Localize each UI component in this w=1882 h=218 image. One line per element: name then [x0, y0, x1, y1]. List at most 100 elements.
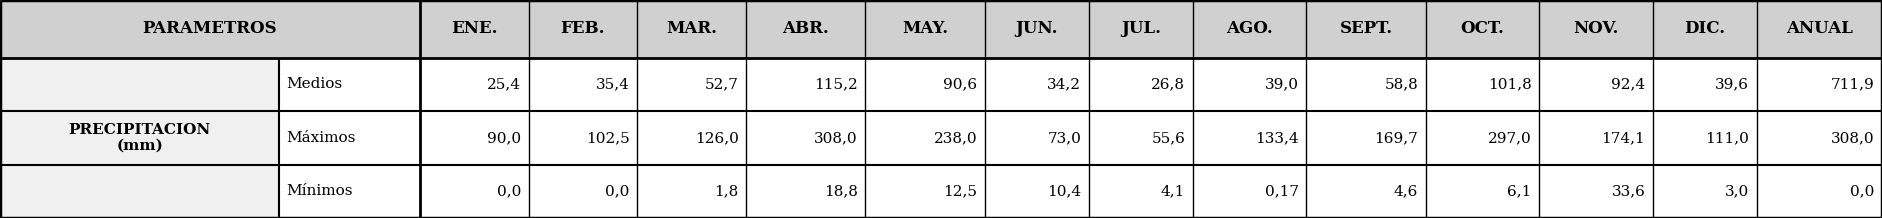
Bar	[279, 58, 420, 111]
Text: 90,6: 90,6	[943, 77, 977, 92]
Bar	[529, 58, 638, 111]
Text: 126,0: 126,0	[694, 131, 738, 145]
Bar	[1652, 165, 1758, 218]
Text: 52,7: 52,7	[704, 77, 738, 92]
Bar	[1539, 165, 1652, 218]
Bar	[1306, 165, 1427, 218]
Bar	[0, 165, 279, 218]
Text: Máximos: Máximos	[286, 131, 356, 145]
Text: ANUAL: ANUAL	[1786, 20, 1854, 37]
Text: MAR.: MAR.	[666, 20, 717, 37]
Text: 169,7: 169,7	[1374, 131, 1419, 145]
Text: 33,6: 33,6	[1611, 184, 1645, 198]
Bar	[1090, 58, 1193, 111]
Text: Medios: Medios	[286, 77, 343, 92]
Bar	[420, 111, 529, 165]
Text: 297,0: 297,0	[1489, 131, 1532, 145]
Text: 3,0: 3,0	[1726, 184, 1750, 198]
Bar	[420, 58, 529, 111]
Bar	[1427, 58, 1539, 111]
Text: JUN.: JUN.	[1016, 20, 1058, 37]
Bar	[1539, 58, 1652, 111]
Text: 115,2: 115,2	[815, 77, 858, 92]
Text: AGO.: AGO.	[1227, 20, 1272, 37]
Text: 90,0: 90,0	[487, 131, 521, 145]
Text: SEPT.: SEPT.	[1340, 20, 1393, 37]
Bar	[1652, 111, 1758, 165]
Bar	[420, 165, 529, 218]
Bar	[279, 111, 420, 165]
Text: 34,2: 34,2	[1046, 77, 1082, 92]
Text: DIC.: DIC.	[1684, 20, 1726, 37]
Bar	[1090, 111, 1193, 165]
Bar	[1758, 58, 1882, 111]
Bar	[745, 58, 866, 111]
Bar	[529, 165, 638, 218]
Bar	[638, 111, 745, 165]
Text: 58,8: 58,8	[1385, 77, 1419, 92]
Text: ABR.: ABR.	[783, 20, 830, 37]
Bar	[0, 111, 279, 165]
Bar	[1539, 111, 1652, 165]
Bar	[1193, 165, 1306, 218]
Bar	[1193, 58, 1306, 111]
Text: 25,4: 25,4	[487, 77, 521, 92]
Text: 711,9: 711,9	[1831, 77, 1874, 92]
Text: 35,4: 35,4	[597, 77, 630, 92]
Bar	[638, 165, 745, 218]
Text: OCT.: OCT.	[1460, 20, 1504, 37]
Bar	[638, 58, 745, 111]
Text: Mínimos: Mínimos	[286, 184, 354, 198]
Text: 6,1: 6,1	[1507, 184, 1532, 198]
Text: 39,6: 39,6	[1715, 77, 1750, 92]
Text: ENE.: ENE.	[452, 20, 497, 37]
Text: 1,8: 1,8	[715, 184, 738, 198]
Text: 4,6: 4,6	[1395, 184, 1419, 198]
Text: 308,0: 308,0	[1831, 131, 1874, 145]
Bar	[1306, 58, 1427, 111]
Text: 102,5: 102,5	[585, 131, 630, 145]
Bar	[0, 0, 1882, 58]
Text: 174,1: 174,1	[1602, 131, 1645, 145]
Bar	[1427, 111, 1539, 165]
Bar	[866, 111, 984, 165]
Bar	[529, 111, 638, 165]
Text: 92,4: 92,4	[1611, 77, 1645, 92]
Text: FEB.: FEB.	[561, 20, 606, 37]
Text: 73,0: 73,0	[1048, 131, 1082, 145]
Bar	[866, 58, 984, 111]
Text: 101,8: 101,8	[1489, 77, 1532, 92]
Bar	[745, 111, 866, 165]
Text: JUL.: JUL.	[1122, 20, 1161, 37]
Text: 55,6: 55,6	[1152, 131, 1186, 145]
Text: 0,0: 0,0	[1850, 184, 1874, 198]
Bar	[984, 165, 1090, 218]
Bar	[745, 165, 866, 218]
Text: 0,0: 0,0	[606, 184, 630, 198]
Bar	[866, 165, 984, 218]
Bar	[1090, 165, 1193, 218]
Bar	[0, 58, 279, 111]
Text: 10,4: 10,4	[1046, 184, 1082, 198]
Text: 238,0: 238,0	[933, 131, 977, 145]
Text: 308,0: 308,0	[815, 131, 858, 145]
Bar	[1306, 111, 1427, 165]
Text: 0,17: 0,17	[1265, 184, 1299, 198]
Bar	[1758, 165, 1882, 218]
Bar	[984, 111, 1090, 165]
Bar	[1427, 165, 1539, 218]
Bar	[1652, 58, 1758, 111]
Text: 18,8: 18,8	[824, 184, 858, 198]
Text: 12,5: 12,5	[943, 184, 977, 198]
Bar	[984, 58, 1090, 111]
Text: 0,0: 0,0	[497, 184, 521, 198]
Bar	[279, 165, 420, 218]
Text: 39,0: 39,0	[1265, 77, 1299, 92]
Text: 26,8: 26,8	[1152, 77, 1186, 92]
Text: MAY.: MAY.	[901, 20, 949, 37]
Bar	[1193, 111, 1306, 165]
Bar	[1758, 111, 1882, 165]
Text: PARAMETROS: PARAMETROS	[143, 20, 277, 37]
Text: 111,0: 111,0	[1705, 131, 1750, 145]
Text: 4,1: 4,1	[1161, 184, 1186, 198]
